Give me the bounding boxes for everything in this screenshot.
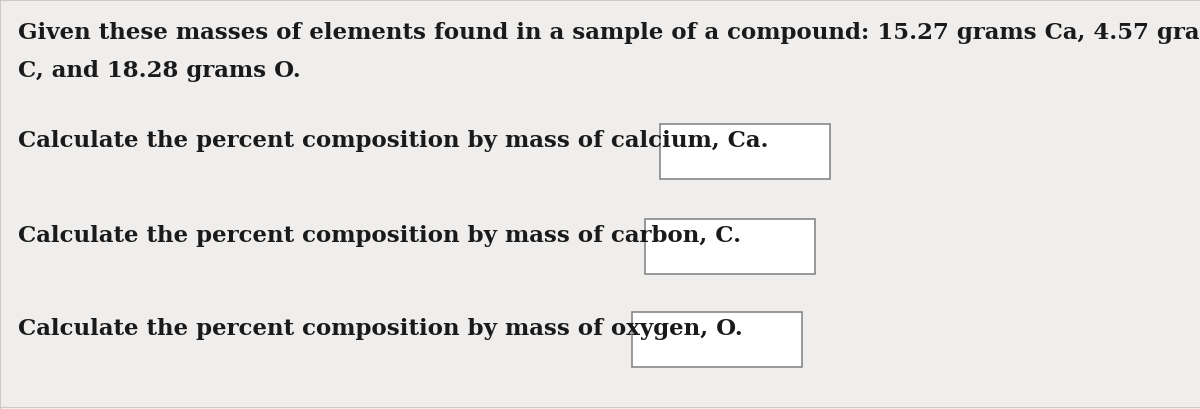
Text: Given these masses of elements found in a sample of a compound: 15.27 grams Ca, : Given these masses of elements found in …: [18, 22, 1200, 44]
FancyBboxPatch shape: [632, 312, 802, 367]
Text: Calculate the percent composition by mass of carbon, C.: Calculate the percent composition by mas…: [18, 225, 742, 246]
Text: Calculate the percent composition by mass of oxygen, O.: Calculate the percent composition by mas…: [18, 317, 743, 339]
FancyBboxPatch shape: [660, 125, 830, 180]
Text: C, and 18.28 grams O.: C, and 18.28 grams O.: [18, 60, 301, 82]
Text: Calculate the percent composition by mass of calcium, Ca.: Calculate the percent composition by mas…: [18, 130, 768, 152]
FancyBboxPatch shape: [646, 220, 815, 274]
